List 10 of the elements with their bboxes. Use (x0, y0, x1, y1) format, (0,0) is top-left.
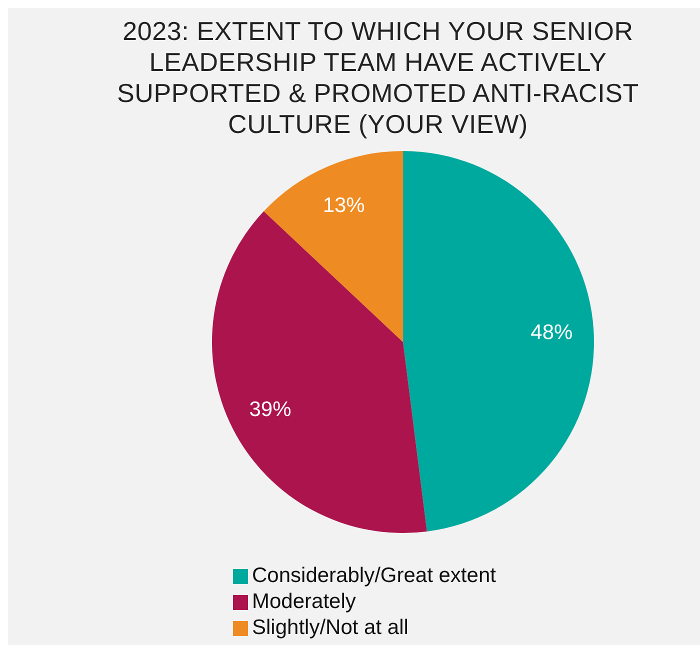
data-label: 13% (322, 194, 365, 217)
legend-label: Considerably/Great extent (252, 564, 496, 587)
pie-slice (212, 211, 427, 533)
legend-label: Slightly/Not at all (252, 616, 408, 639)
data-label: 39% (249, 398, 292, 422)
chart-title: 2023: EXTENT TO WHICH YOUR SENIOR LEADERSHIP TEAM HAVE ACTIVELY SUPPORTED & PROMOTED ANTI-RACIST CULTURE (YOUR VIEW) (116, 16, 640, 140)
legend-label: Moderately (252, 590, 356, 613)
pie-slice (264, 151, 403, 342)
pie-slice (403, 151, 594, 532)
data-label: 48% (530, 321, 573, 344)
